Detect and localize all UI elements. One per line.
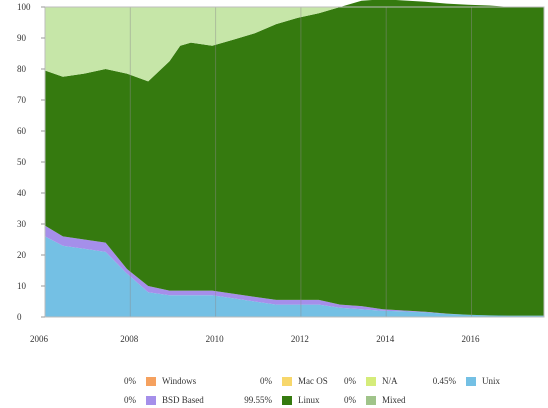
- chart-areas: [45, 0, 544, 317]
- y-tick-label: 50: [17, 157, 27, 167]
- area-series-linux: [45, 0, 544, 316]
- x-tick-label: 2008: [120, 334, 139, 344]
- y-tick-label: 0: [17, 312, 22, 322]
- y-tick-label: 70: [17, 95, 27, 105]
- x-tick-label: 2016: [461, 334, 480, 344]
- x-tick-label: 2006: [30, 334, 49, 344]
- y-tick-label: 20: [17, 250, 27, 260]
- y-tick-label: 60: [17, 126, 27, 136]
- y-tick-label: 100: [17, 2, 31, 12]
- area-series-unix: [45, 236, 544, 317]
- area-series-bsd-based: [45, 225, 544, 316]
- y-tick-label: 90: [17, 33, 27, 43]
- area-series-n-a: [45, 0, 544, 82]
- y-tick-label: 10: [17, 281, 27, 291]
- x-axis-ticks: 2006 2008 2010 2012 2014 2016: [30, 334, 480, 344]
- y-tick-label: 80: [17, 64, 27, 74]
- y-axis-ticks: 0 10 20 30 40 50 60 70 80 90 100: [17, 2, 45, 322]
- x-tick-label: 2014: [376, 334, 395, 344]
- y-tick-label: 30: [17, 219, 27, 229]
- y-tick-label: 40: [17, 188, 27, 198]
- x-tick-label: 2012: [291, 334, 309, 344]
- chart-grid: [129, 7, 472, 317]
- x-tick-label: 2010: [206, 334, 225, 344]
